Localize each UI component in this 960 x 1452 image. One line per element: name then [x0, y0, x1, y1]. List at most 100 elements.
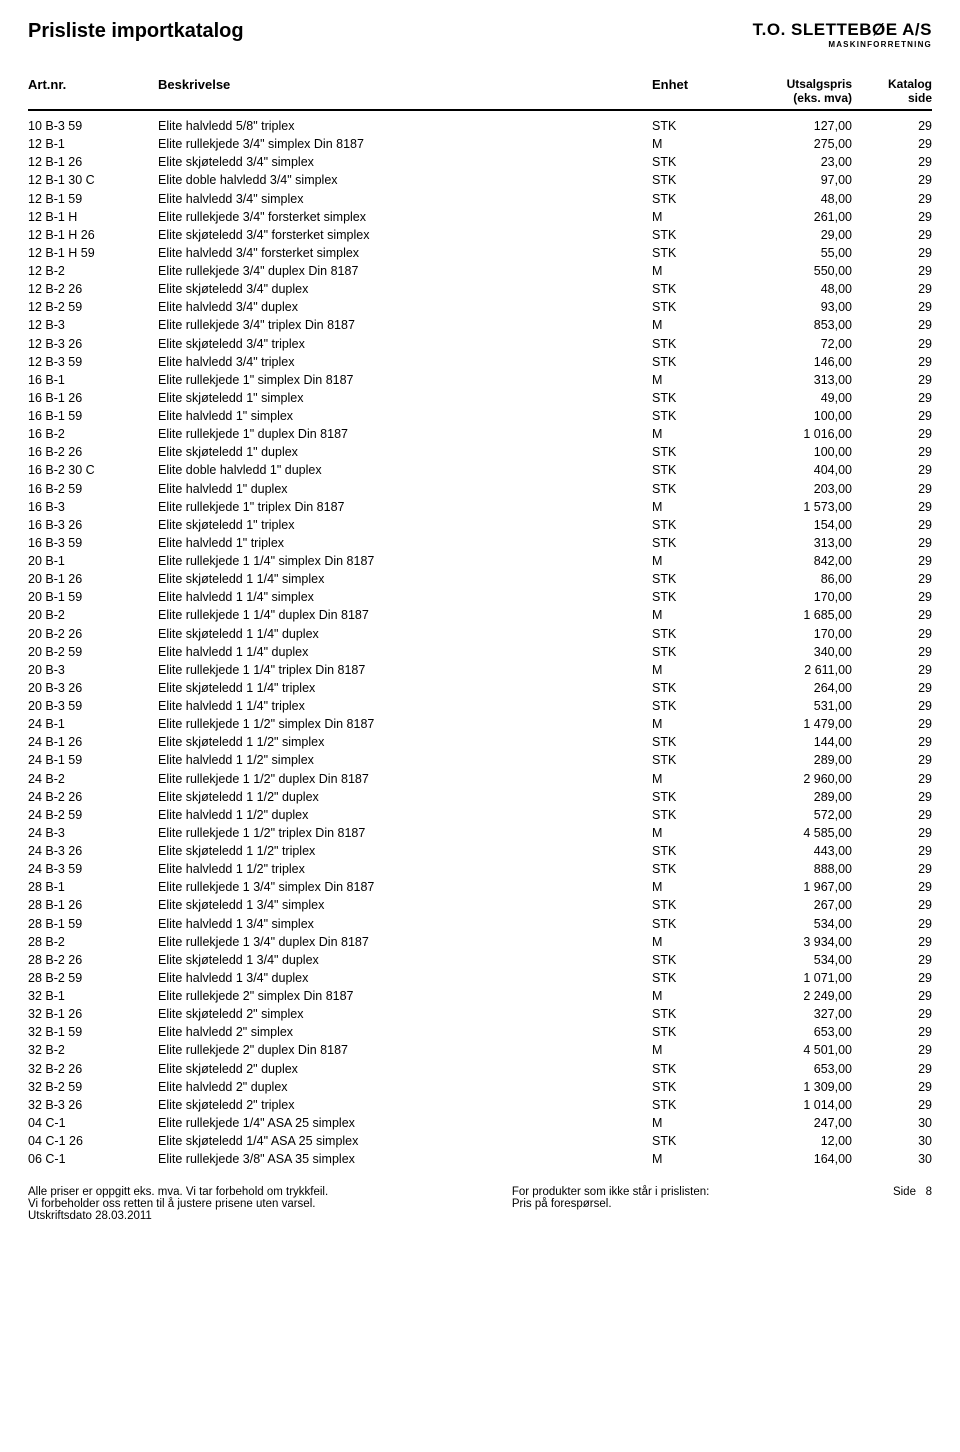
cell-enhet: M — [652, 371, 732, 389]
cell-pris: 29,00 — [732, 226, 852, 244]
cell-side: 29 — [852, 461, 932, 479]
cell-beskrivelse: Elite skjøteledd 1/4" ASA 25 simplex — [158, 1132, 652, 1150]
cell-side: 29 — [852, 480, 932, 498]
cell-enhet: M — [652, 878, 732, 896]
cell-enhet: STK — [652, 298, 732, 316]
cell-beskrivelse: Elite skjøteledd 1 3/4" simplex — [158, 896, 652, 914]
cell-pris: 144,00 — [732, 733, 852, 751]
cell-beskrivelse: Elite rullekjede 1 1/4" simplex Din 8187 — [158, 552, 652, 570]
cell-beskrivelse: Elite halvledd 5/8" triplex — [158, 117, 652, 135]
cell-artnr: 20 B-1 — [28, 552, 158, 570]
cell-side: 29 — [852, 316, 932, 334]
cell-pris: 289,00 — [732, 751, 852, 769]
cell-artnr: 20 B-2 59 — [28, 643, 158, 661]
cell-pris: 1 685,00 — [732, 606, 852, 624]
cell-artnr: 32 B-1 26 — [28, 1005, 158, 1023]
table-row: 20 B-2 26Elite skjøteledd 1 1/4" duplexS… — [28, 625, 932, 643]
cell-beskrivelse: Elite skjøteledd 1" duplex — [158, 443, 652, 461]
cell-pris: 534,00 — [732, 951, 852, 969]
cell-enhet: STK — [652, 1132, 732, 1150]
cell-enhet: STK — [652, 1023, 732, 1041]
cell-enhet: STK — [652, 244, 732, 262]
table-row: 28 B-1 59Elite halvledd 1 3/4" simplexST… — [28, 915, 932, 933]
footer-mid2: Pris på forespørsel. — [512, 1198, 709, 1210]
footer-disclaimer: Alle priser er oppgitt eks. mva. Vi tar … — [28, 1186, 328, 1222]
cell-artnr: 16 B-1 26 — [28, 389, 158, 407]
cell-pris: 23,00 — [732, 153, 852, 171]
table-row: 24 B-1 26Elite skjøteledd 1 1/2" simplex… — [28, 733, 932, 751]
cell-side: 29 — [852, 1041, 932, 1059]
cell-beskrivelse: Elite rullekjede 1 1/2" simplex Din 8187 — [158, 715, 652, 733]
cell-pris: 72,00 — [732, 335, 852, 353]
cell-side: 29 — [852, 588, 932, 606]
cell-beskrivelse: Elite rullekjede 1 3/4" simplex Din 8187 — [158, 878, 652, 896]
cell-pris: 4 585,00 — [732, 824, 852, 842]
cell-side: 29 — [852, 534, 932, 552]
cell-enhet: M — [652, 715, 732, 733]
cell-side: 29 — [852, 896, 932, 914]
table-row: 32 B-2Elite rullekjede 2" duplex Din 818… — [28, 1041, 932, 1059]
cell-pris: 2 249,00 — [732, 987, 852, 1005]
table-row: 16 B-2 30 CElite doble halvledd 1" duple… — [28, 461, 932, 479]
table-row: 24 B-2Elite rullekjede 1 1/2" duplex Din… — [28, 770, 932, 788]
cell-pris: 653,00 — [732, 1023, 852, 1041]
cell-side: 29 — [852, 933, 932, 951]
cell-artnr: 16 B-2 59 — [28, 480, 158, 498]
cell-beskrivelse: Elite skjøteledd 2" duplex — [158, 1060, 652, 1078]
cell-beskrivelse: Elite skjøteledd 1 1/2" duplex — [158, 788, 652, 806]
cell-artnr: 12 B-1 H 26 — [28, 226, 158, 244]
cell-artnr: 24 B-1 59 — [28, 751, 158, 769]
footer-mid1: For produkter som ikke står i prislisten… — [512, 1186, 709, 1198]
cell-artnr: 28 B-2 — [28, 933, 158, 951]
col-beskrivelse: Beskrivelse — [158, 77, 652, 105]
table-row: 12 B-1 26Elite skjøteledd 3/4" simplexST… — [28, 153, 932, 171]
cell-artnr: 24 B-3 59 — [28, 860, 158, 878]
cell-beskrivelse: Elite halvledd 1 1/4" simplex — [158, 588, 652, 606]
cell-artnr: 32 B-3 26 — [28, 1096, 158, 1114]
cell-pris: 572,00 — [732, 806, 852, 824]
cell-pris: 264,00 — [732, 679, 852, 697]
table-row: 04 C-1 26Elite skjøteledd 1/4" ASA 25 si… — [28, 1132, 932, 1150]
cell-artnr: 20 B-3 — [28, 661, 158, 679]
cell-side: 30 — [852, 1114, 932, 1132]
cell-beskrivelse: Elite skjøteledd 1 3/4" duplex — [158, 951, 652, 969]
footer-line2: Vi forbeholder oss retten til å justere … — [28, 1198, 328, 1210]
cell-side: 29 — [852, 552, 932, 570]
footer-note: For produkter som ikke står i prislisten… — [512, 1186, 709, 1222]
cell-enhet: M — [652, 208, 732, 226]
cell-beskrivelse: Elite halvledd 3/4" simplex — [158, 190, 652, 208]
cell-pris: 1 967,00 — [732, 878, 852, 896]
table-row: 24 B-3Elite rullekjede 1 1/2" triplex Di… — [28, 824, 932, 842]
cell-beskrivelse: Elite skjøteledd 1 1/4" simplex — [158, 570, 652, 588]
cell-enhet: M — [652, 135, 732, 153]
cell-artnr: 16 B-3 — [28, 498, 158, 516]
cell-side: 29 — [852, 1096, 932, 1114]
cell-artnr: 12 B-1 H 59 — [28, 244, 158, 262]
cell-pris: 4 501,00 — [732, 1041, 852, 1059]
page-title: Prisliste importkatalog — [28, 20, 244, 43]
cell-enhet: STK — [652, 733, 732, 751]
cell-enhet: M — [652, 316, 732, 334]
cell-pris: 2 611,00 — [732, 661, 852, 679]
table-row: 20 B-3 26Elite skjøteledd 1 1/4" triplex… — [28, 679, 932, 697]
cell-beskrivelse: Elite rullekjede 1 1/4" duplex Din 8187 — [158, 606, 652, 624]
cell-artnr: 12 B-1 H — [28, 208, 158, 226]
table-row: 06 C-1Elite rullekjede 3/8" ASA 35 simpl… — [28, 1150, 932, 1168]
cell-beskrivelse: Elite skjøteledd 3/4" triplex — [158, 335, 652, 353]
cell-beskrivelse: Elite rullekjede 3/4" duplex Din 8187 — [158, 262, 652, 280]
cell-artnr: 16 B-2 — [28, 425, 158, 443]
cell-enhet: STK — [652, 842, 732, 860]
cell-pris: 327,00 — [732, 1005, 852, 1023]
cell-enhet: STK — [652, 190, 732, 208]
logo-subtitle: MASKINFORRETNING — [753, 40, 932, 49]
table-row: 20 B-3 59Elite halvledd 1 1/4" triplexST… — [28, 697, 932, 715]
cell-beskrivelse: Elite rullekjede 1 1/2" triplex Din 8187 — [158, 824, 652, 842]
footer-line3: Utskriftsdato 28.03.2011 — [28, 1210, 328, 1222]
cell-pris: 550,00 — [732, 262, 852, 280]
cell-pris: 146,00 — [732, 353, 852, 371]
cell-beskrivelse: Elite rullekjede 1/4" ASA 25 simplex — [158, 1114, 652, 1132]
cell-beskrivelse: Elite skjøteledd 1 1/2" simplex — [158, 733, 652, 751]
cell-pris: 2 960,00 — [732, 770, 852, 788]
cell-beskrivelse: Elite skjøteledd 3/4" forsterket simplex — [158, 226, 652, 244]
cell-side: 29 — [852, 498, 932, 516]
